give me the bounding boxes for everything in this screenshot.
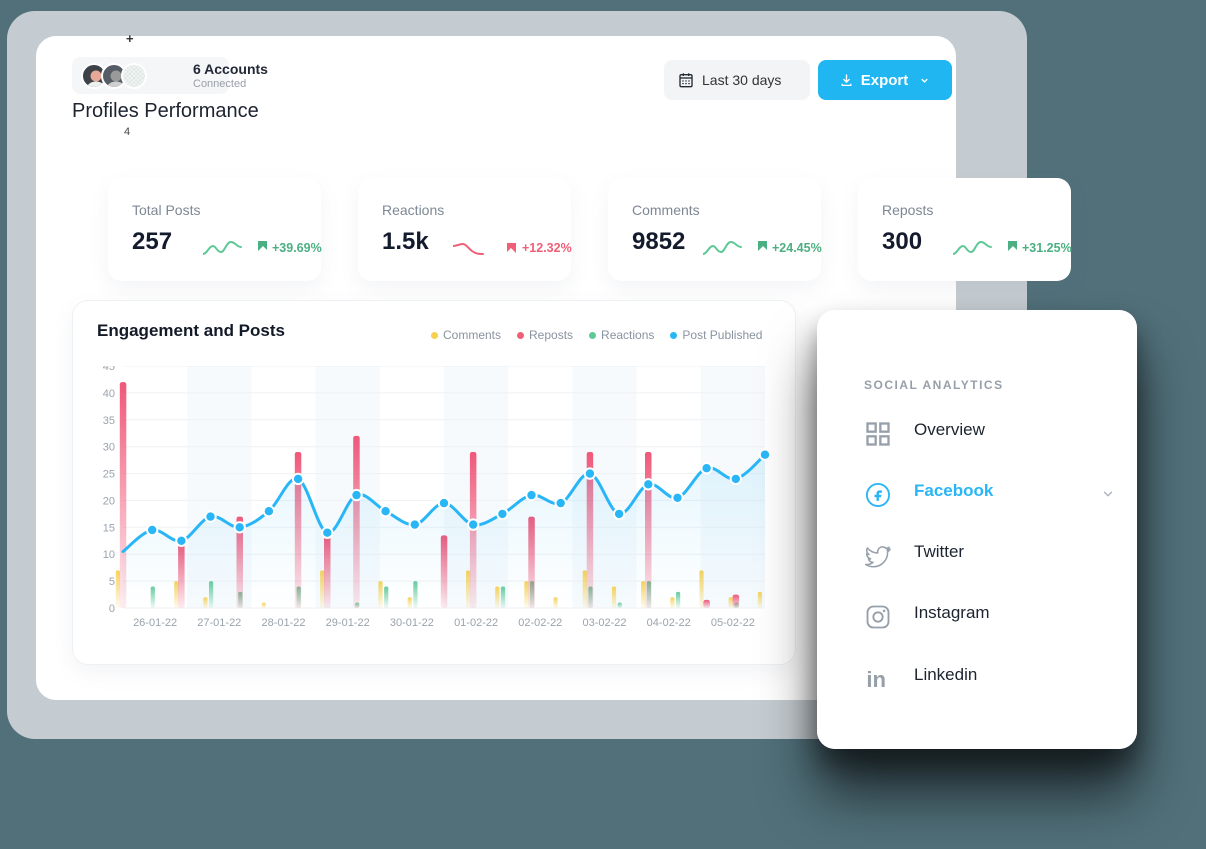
svg-text:26-01-22: 26-01-22 — [133, 617, 177, 629]
svg-text:35: 35 — [103, 415, 115, 427]
svg-text:in: in — [866, 667, 886, 692]
svg-text:27-01-22: 27-01-22 — [197, 617, 241, 629]
svg-text:15: 15 — [103, 522, 115, 534]
svg-text:01-02-22: 01-02-22 — [454, 617, 498, 629]
svg-text:28-01-22: 28-01-22 — [261, 617, 305, 629]
svg-text:10: 10 — [103, 549, 115, 561]
svg-text:05-02-22: 05-02-22 — [711, 617, 755, 629]
svg-text:25: 25 — [103, 469, 115, 481]
svg-text:20: 20 — [103, 495, 115, 507]
svg-text:30: 30 — [103, 442, 115, 454]
svg-text:03-02-22: 03-02-22 — [582, 617, 626, 629]
svg-text:30-01-22: 30-01-22 — [390, 617, 434, 629]
svg-text:45: 45 — [103, 366, 115, 373]
svg-text:40: 40 — [103, 388, 115, 400]
svg-text:5: 5 — [109, 576, 115, 588]
svg-text:0: 0 — [109, 603, 115, 615]
svg-text:29-01-22: 29-01-22 — [326, 617, 370, 629]
svg-text:04-02-22: 04-02-22 — [647, 617, 691, 629]
svg-text:02-02-22: 02-02-22 — [518, 617, 562, 629]
